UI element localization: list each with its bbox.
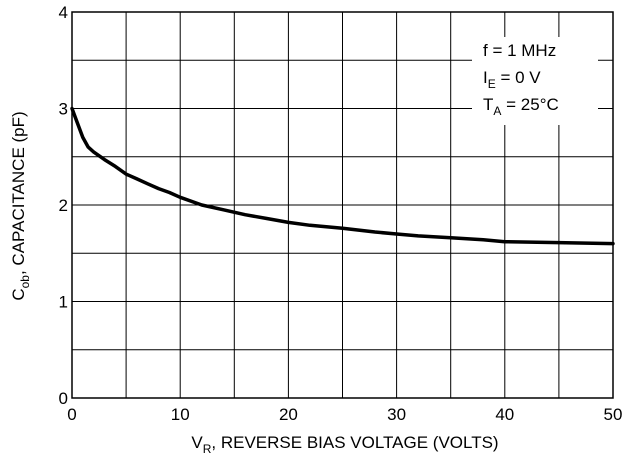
y-axis-label: Cob, CAPACITANCE (pF) — [9, 111, 32, 300]
series-lines — [70, 106, 615, 246]
x-tick-label: 10 — [171, 405, 190, 424]
annotation-line: IE = 0 V — [483, 68, 541, 91]
y-tick-label: 2 — [59, 196, 68, 215]
x-tick-label: 30 — [387, 405, 406, 424]
x-tick-label: 20 — [279, 405, 298, 424]
y-tick-label: 1 — [59, 293, 68, 312]
annotation-background — [472, 37, 598, 125]
annotation-box — [472, 37, 598, 125]
plot-frame — [71, 11, 614, 399]
annotation-line: f = 1 MHz — [483, 41, 556, 60]
series-line — [70, 106, 615, 246]
annotation-line: TA = 25°C — [483, 95, 559, 118]
x-axis-label: VR, REVERSE BIAS VOLTAGE (VOLTS) — [191, 433, 498, 456]
annotations: f = 1 MHz IE = 0 V TA = 25°C — [483, 41, 559, 118]
x-tick-labels: 0 10 20 30 40 50 — [67, 405, 622, 424]
x-tick-label: 40 — [495, 405, 514, 424]
x-tick-label: 50 — [604, 405, 623, 424]
y-tick-label: 0 — [59, 389, 68, 408]
y-tick-label: 4 — [59, 3, 68, 22]
y-tick-labels: 0 1 2 3 4 — [59, 3, 68, 408]
x-tick-label: 0 — [67, 405, 76, 424]
y-tick-label: 3 — [59, 100, 68, 119]
grid-lines — [72, 12, 613, 398]
